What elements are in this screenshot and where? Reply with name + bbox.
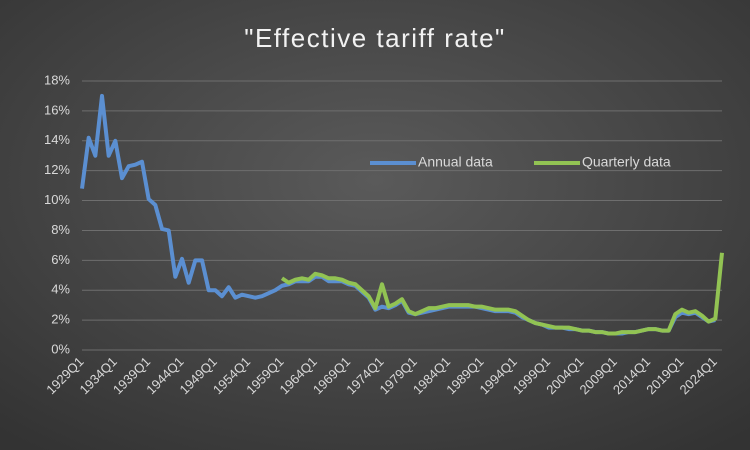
y-tick-label: 10% [44,192,70,207]
legend-label: Annual data [418,154,493,170]
y-tick-label: 12% [44,162,70,177]
series-line [280,252,724,336]
y-tick-label: 18% [44,72,70,87]
y-tick-label: 6% [51,252,70,267]
legend-label: Quarterly data [582,154,671,170]
y-tick-label: 8% [51,222,70,237]
y-tick-label: 14% [44,132,70,147]
chart-title: "Effective tariff rate" [244,23,506,53]
y-tick-label: 16% [44,102,70,117]
y-tick-label: 2% [51,312,70,327]
y-tick-label: 4% [51,282,70,297]
y-tick-label: 0% [51,341,70,356]
